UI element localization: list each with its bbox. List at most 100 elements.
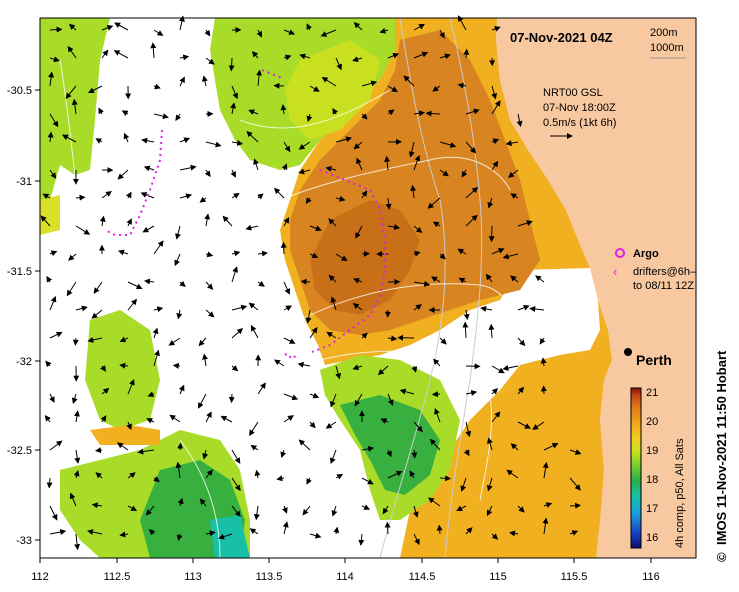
current-vector-arrow: [358, 533, 365, 546]
current-vector-arrow: [119, 531, 129, 538]
y-tick-label: -30.5: [7, 85, 32, 97]
current-vector-arrow: [409, 470, 416, 479]
current-vector-arrow: [143, 165, 155, 172]
current-vector-arrow: [361, 477, 374, 485]
current-vector-arrow: [403, 75, 415, 87]
current-vector-arrow: [253, 505, 260, 521]
current-vector-arrow: [147, 391, 155, 398]
current-vector-arrow: [432, 85, 441, 92]
current-vector-arrow: [335, 195, 346, 202]
current-vector-arrow: [487, 197, 494, 209]
current-vector-arrow: [98, 107, 104, 115]
sst-cool-west-2: [40, 195, 60, 235]
current-vector-arrow: [280, 241, 287, 255]
drifters-label-1: drifters@6h–: [633, 266, 697, 278]
current-vector-arrow: [251, 51, 259, 59]
current-vector-arrow: [463, 48, 470, 59]
current-vector-arrow: [353, 141, 363, 150]
plot-frame: [39, 17, 697, 559]
current-vector-arrow: [335, 474, 344, 480]
current-vector-arrow: [335, 57, 342, 71]
colorbar-tick: 18: [646, 474, 658, 486]
current-vector-arrow: [67, 45, 77, 59]
current-vector-arrow: [74, 449, 81, 464]
current-vector-arrow: [230, 102, 237, 115]
current-vector-arrow: [74, 533, 81, 551]
current-vector-arrow: [309, 532, 322, 539]
current-vector-arrow: [299, 53, 311, 60]
current-vector-arrow: [486, 477, 493, 492]
depth-contours: [379, 18, 483, 558]
current-vector-arrow: [249, 421, 259, 436]
current-vector-arrow: [283, 393, 299, 401]
current-vector-arrow: [179, 193, 193, 200]
current-vector-arrow: [305, 309, 312, 324]
current-vector-arrow: [168, 337, 181, 346]
current-vector-arrow: [330, 393, 337, 408]
current-vector-arrow: [361, 504, 371, 510]
colorbar-label: 4h comp, p50, All Sats: [674, 438, 686, 548]
current-vector-arrow: [99, 215, 106, 227]
current-vector-arrow: [248, 302, 259, 311]
current-vector-arrow: [174, 253, 181, 267]
current-vector-arrow: [175, 113, 182, 122]
x-tick-label: 116: [642, 571, 660, 583]
current-vector-arrow: [413, 110, 426, 117]
current-vector-arrow: [75, 305, 88, 312]
current-vector-arrow: [463, 449, 470, 457]
current-vector-arrow: [491, 533, 499, 540]
current-vector-arrow: [220, 415, 233, 423]
current-vector-arrow: [297, 361, 311, 368]
current-vector-arrow: [439, 337, 447, 345]
current-vector-arrow: [465, 141, 477, 154]
current-vector-arrow: [529, 306, 545, 313]
drifter-track-west: [104, 129, 163, 236]
current-vector-arrow: [250, 324, 259, 339]
current-vector-arrow: [153, 240, 164, 255]
current-vector-arrow: [198, 337, 207, 347]
sst-field: [40, 18, 696, 558]
credit-text: IMOS 11-Nov-2021 11:50 Hobart: [714, 350, 729, 545]
current-vector-arrow: [491, 100, 501, 115]
current-vector-arrow: [456, 505, 467, 512]
current-vector-arrow: [49, 295, 57, 311]
current-vector-arrow: [44, 414, 51, 423]
current-vector-arrow: [491, 26, 501, 32]
current-vector-arrow: [413, 154, 421, 171]
current-vector-arrow: [179, 137, 191, 144]
current-vector-arrow: [257, 250, 268, 257]
current-vector-arrow: [153, 476, 160, 482]
city-label: Perth: [636, 352, 672, 368]
current-vector-arrow: [201, 75, 208, 87]
current-vector-arrow: [309, 392, 320, 399]
current-vector-arrow: [491, 365, 505, 374]
current-vector-arrow: [387, 109, 395, 116]
current-vector-arrow: [399, 388, 415, 395]
current-vector-arrow: [73, 410, 80, 423]
current-vector-arrow: [69, 492, 77, 507]
current-vector-arrow: [204, 213, 211, 227]
current-vector-arrow: [71, 393, 78, 404]
current-vector-arrow: [387, 335, 398, 342]
current-vector-arrow: [380, 418, 389, 424]
current-vector-arrow: [88, 85, 103, 93]
current-vector-arrow: [361, 445, 375, 452]
current-vector-arrow: [485, 273, 493, 283]
current-vector-arrow: [413, 225, 423, 233]
land-mass: [496, 18, 696, 558]
current-vector-arrow: [127, 505, 138, 511]
current-vector-arrow: [328, 218, 337, 227]
current-vector-arrow: [309, 252, 319, 259]
current-vector-arrow: [153, 29, 164, 36]
current-vector-arrow: [137, 448, 155, 455]
current-vector-arrow: [283, 415, 294, 423]
current-vector-arrow: [569, 449, 582, 455]
current-vector-arrow: [506, 469, 519, 479]
current-vector-arrow: [361, 80, 378, 87]
current-vector-arrow: [256, 69, 263, 87]
current-vector-arrow: [281, 163, 288, 171]
current-vector-arrow: [101, 25, 114, 31]
current-vector-arrow: [121, 110, 129, 116]
current-vector-arrow: [45, 360, 52, 368]
current-vector-arrow: [283, 337, 296, 344]
